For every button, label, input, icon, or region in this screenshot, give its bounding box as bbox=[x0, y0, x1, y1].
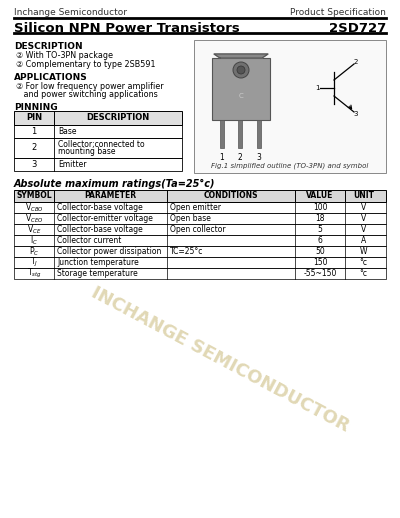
Polygon shape bbox=[214, 54, 268, 58]
Text: 1: 1 bbox=[315, 85, 319, 91]
Text: VALUE: VALUE bbox=[306, 192, 334, 200]
Text: I$_C$: I$_C$ bbox=[30, 234, 38, 247]
Bar bbox=[14, 246, 386, 257]
Text: ② For low frequency power amplifier: ② For low frequency power amplifier bbox=[16, 82, 164, 91]
Bar bbox=[194, 40, 386, 173]
Text: INCHANGE SEMICONDUCTOR: INCHANGE SEMICONDUCTOR bbox=[88, 284, 352, 436]
Bar bbox=[212, 58, 270, 120]
Text: 100: 100 bbox=[313, 203, 327, 212]
Text: PIN: PIN bbox=[26, 113, 42, 122]
Text: V: V bbox=[361, 214, 366, 223]
Text: 1: 1 bbox=[220, 153, 224, 162]
Bar bbox=[14, 138, 182, 158]
Text: CONDITIONS: CONDITIONS bbox=[204, 192, 258, 200]
Circle shape bbox=[233, 62, 249, 78]
Bar bbox=[14, 224, 386, 235]
Bar bbox=[14, 257, 386, 268]
Text: Silicon NPN Power Transistors: Silicon NPN Power Transistors bbox=[14, 22, 240, 35]
Text: -55~150: -55~150 bbox=[303, 269, 337, 278]
Text: 150: 150 bbox=[313, 258, 327, 267]
Text: 2: 2 bbox=[31, 143, 37, 152]
Text: V: V bbox=[361, 225, 366, 234]
Text: V$_{CBO}$: V$_{CBO}$ bbox=[25, 202, 43, 214]
Text: 50: 50 bbox=[315, 247, 325, 256]
Text: and power switching applications: and power switching applications bbox=[16, 90, 158, 99]
Bar bbox=[14, 235, 386, 246]
Text: T$_{stg}$: T$_{stg}$ bbox=[26, 267, 42, 280]
Text: Emitter: Emitter bbox=[58, 160, 86, 169]
Text: SYMBOL: SYMBOL bbox=[16, 192, 52, 200]
Text: PINNING: PINNING bbox=[14, 103, 58, 112]
Bar bbox=[14, 190, 386, 202]
Text: Collector-base voltage: Collector-base voltage bbox=[57, 203, 143, 212]
Text: DESCRIPTION: DESCRIPTION bbox=[14, 42, 83, 51]
Bar bbox=[220, 120, 224, 148]
Text: APPLICATIONS: APPLICATIONS bbox=[14, 73, 88, 82]
Text: V$_{CE}$: V$_{CE}$ bbox=[27, 223, 41, 236]
Text: V$_{CEO}$: V$_{CEO}$ bbox=[25, 212, 43, 225]
Bar bbox=[14, 268, 386, 279]
Text: W: W bbox=[360, 247, 367, 256]
Bar bbox=[14, 158, 182, 171]
Text: UNIT: UNIT bbox=[353, 192, 374, 200]
Text: ② With TO-3PN package: ② With TO-3PN package bbox=[16, 51, 113, 60]
Text: Storage temperature: Storage temperature bbox=[57, 269, 138, 278]
Bar bbox=[238, 120, 242, 148]
Text: PARAMETER: PARAMETER bbox=[84, 192, 136, 200]
Text: Collector power dissipation: Collector power dissipation bbox=[57, 247, 161, 256]
Text: °c: °c bbox=[360, 269, 368, 278]
Text: 18: 18 bbox=[315, 214, 325, 223]
Text: Collector current: Collector current bbox=[57, 236, 121, 245]
Bar bbox=[14, 213, 386, 224]
Text: 5: 5 bbox=[318, 225, 322, 234]
Text: Collector-emitter voltage: Collector-emitter voltage bbox=[57, 214, 153, 223]
Text: 2: 2 bbox=[238, 153, 242, 162]
Text: TC=25°c: TC=25°c bbox=[170, 247, 203, 256]
Text: 3: 3 bbox=[354, 111, 358, 117]
Text: Base: Base bbox=[58, 127, 76, 136]
Text: Open emitter: Open emitter bbox=[170, 203, 221, 212]
Bar bbox=[14, 125, 182, 138]
Text: Junction temperature: Junction temperature bbox=[57, 258, 139, 267]
Circle shape bbox=[237, 66, 245, 74]
Text: Product Specification: Product Specification bbox=[290, 8, 386, 17]
Text: Open base: Open base bbox=[170, 214, 211, 223]
Text: Open collector: Open collector bbox=[170, 225, 226, 234]
Text: T$_J$: T$_J$ bbox=[30, 256, 38, 269]
Text: 6: 6 bbox=[318, 236, 322, 245]
Text: 3: 3 bbox=[256, 153, 262, 162]
Text: 2SD727: 2SD727 bbox=[329, 22, 386, 35]
Text: V: V bbox=[361, 203, 366, 212]
Text: DESCRIPTION: DESCRIPTION bbox=[86, 113, 150, 122]
Text: Fig.1 simplified outline (TO-3PN) and symbol: Fig.1 simplified outline (TO-3PN) and sy… bbox=[211, 162, 369, 169]
Bar bbox=[257, 120, 261, 148]
Text: Inchange Semiconductor: Inchange Semiconductor bbox=[14, 8, 127, 17]
Text: ② Complementary to type 2SB591: ② Complementary to type 2SB591 bbox=[16, 60, 156, 69]
Text: 1: 1 bbox=[31, 127, 37, 136]
Text: P$_C$: P$_C$ bbox=[29, 245, 39, 258]
Text: Absolute maximum ratings(Ta=25°c): Absolute maximum ratings(Ta=25°c) bbox=[14, 179, 216, 189]
Bar bbox=[14, 202, 386, 213]
Text: 3: 3 bbox=[31, 160, 37, 169]
Text: C: C bbox=[239, 93, 243, 99]
Text: Collector;connected to: Collector;connected to bbox=[58, 139, 145, 149]
Text: 2: 2 bbox=[354, 59, 358, 65]
Bar bbox=[14, 111, 182, 125]
Text: A: A bbox=[361, 236, 366, 245]
Text: °c: °c bbox=[360, 258, 368, 267]
Text: mounting base: mounting base bbox=[58, 148, 116, 156]
Text: Collector-base voltage: Collector-base voltage bbox=[57, 225, 143, 234]
